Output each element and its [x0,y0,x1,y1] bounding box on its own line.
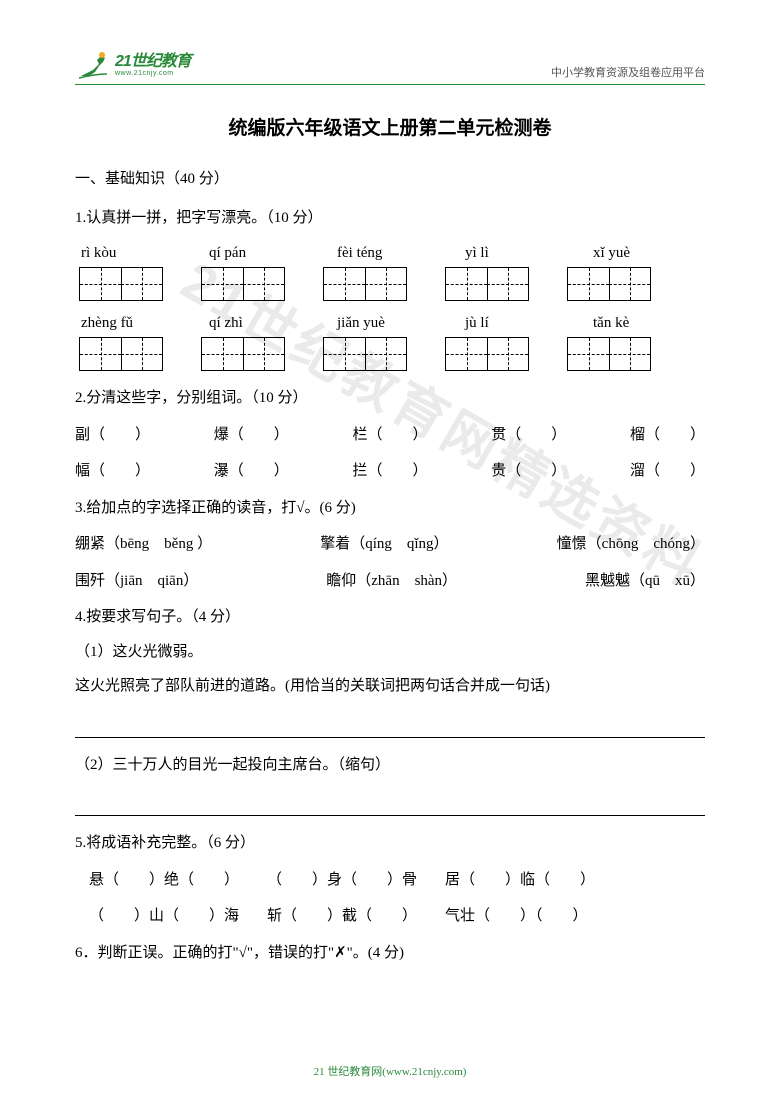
q2-row-1: 副（ ） 爆（ ） 栏（ ） 贯（ ） 榴（ ） [75,418,705,453]
q5-row-1: 悬（ ）绝（ ） （ ）身（ ）骨 居（ ）临（ ） [89,863,705,898]
q1-box-row-1 [79,267,705,301]
pinyin-cell: jù lí [465,311,555,335]
q3-item: 围歼（jiān qiān） [75,564,198,599]
q3-item: 瞻仰（zhān shàn） [326,564,457,599]
page-footer: 21 世纪教育网(www.21cnjy.com) [0,1063,780,1079]
char-write-box[interactable] [323,267,407,301]
q1-prompt: 1.认真拼一拼，把字写漂亮。（10 分） [75,201,705,236]
q5-cell: 气壮（ ）（ ） [445,899,588,934]
char-write-box[interactable] [79,267,163,301]
answer-blank-line[interactable] [75,790,705,816]
pinyin-cell: xǐ yuè [593,241,683,265]
logo-cn-label: 21世纪教育 [115,54,191,70]
char-write-box[interactable] [567,337,651,371]
q3-item: 憧憬（chōng chóng） [557,527,705,562]
header-right-text: 中小学教育资源及组卷应用平台 [551,64,705,80]
pinyin-cell: zhèng fǔ [81,311,171,335]
q2-cell: 贯（ ） [491,418,566,453]
page-title: 统编版六年级语文上册第二单元检测卷 [75,113,705,140]
char-write-box[interactable] [79,337,163,371]
q1-box-row-2 [79,337,705,371]
q5-prompt: 5.将成语补充完整。（6 分） [75,826,705,861]
q3-prompt: 3.给加点的字选择正确的读音，打√。(6 分) [75,491,705,526]
q5-cell: 斩（ ）截（ ） [267,899,417,934]
char-write-box[interactable] [567,267,651,301]
q3-item: 黑魆魆（qū xū） [585,564,705,599]
pinyin-cell: tǎn kè [593,311,683,335]
pinyin-cell: qí pán [209,241,299,265]
q1-pinyin-row-1: rì kòu qí pán fèi téng yì lì xǐ yuè [81,241,705,265]
q4-sub2: （2）三十万人的目光一起投向主席台。（缩句） [75,748,705,783]
q4-sub1-b: 这火光照亮了部队前进的道路。(用恰当的关联词把两句话合并成一句话) [75,669,705,704]
char-write-box[interactable] [201,267,285,301]
q2-cell: 溜（ ） [630,454,705,489]
q4-sub1-a: （1）这火光微弱。 [75,635,705,670]
content-body: 一、基础知识（40 分） 1.认真拼一拼，把字写漂亮。（10 分） rì kòu… [75,162,705,970]
char-write-box[interactable] [445,337,529,371]
pinyin-cell: jiǎn yuè [337,311,427,335]
char-write-box[interactable] [323,337,407,371]
q4-prompt: 4.按要求写句子。（4 分） [75,600,705,635]
char-write-box[interactable] [445,267,529,301]
char-write-box[interactable] [201,337,285,371]
page-header: 21世纪教育 www.21cnjy.com 中小学教育资源及组卷应用平台 [75,50,705,85]
pinyin-cell: yì lì [465,241,555,265]
q3-item: 擎着（qíng qǐng） [320,527,448,562]
q2-cell: 栏（ ） [352,418,427,453]
pinyin-cell: qí zhì [209,311,299,335]
q3-row-1: 绷紧（bēng běng ） 擎着（qíng qǐng） 憧憬（chōng ch… [75,527,705,562]
q5-row-2: （ ）山（ ）海 斩（ ）截（ ） 气壮（ ）（ ） [89,899,705,934]
q5-cell: （ ）身（ ）骨 [267,863,417,898]
q2-prompt: 2.分清这些字，分别组词。（10 分） [75,381,705,416]
q5-cell: 居（ ）临（ ） [445,863,595,898]
page-container: 21世纪教育 www.21cnjy.com 中小学教育资源及组卷应用平台 统编版… [0,0,780,1103]
q1-pinyin-row-2: zhèng fǔ qí zhì jiǎn yuè jù lí tǎn kè [81,311,705,335]
q2-cell: 榴（ ） [630,418,705,453]
answer-blank-line[interactable] [75,712,705,738]
q5-cell: （ ）山（ ）海 [89,899,239,934]
pinyin-cell: fèi téng [337,241,427,265]
q2-cell: 拦（ ） [352,454,427,489]
q2-cell: 瀑（ ） [214,454,289,489]
q2-cell: 爆（ ） [214,418,289,453]
runner-icon [75,50,111,80]
q2-cell: 副（ ） [75,418,150,453]
logo-text-block: 21世纪教育 www.21cnjy.com [115,54,191,77]
brand-logo: 21世纪教育 www.21cnjy.com [75,50,191,80]
q2-row-2: 幅（ ） 瀑（ ） 拦（ ） 贵（ ） 溜（ ） [75,454,705,489]
q5-cell: 悬（ ）绝（ ） [89,863,239,898]
pinyin-cell: rì kòu [81,241,171,265]
q6-prompt: 6．判断正误。正确的打"√"，错误的打"✗"。(4 分) [75,936,705,971]
q2-cell: 幅（ ） [75,454,150,489]
q2-cell: 贵（ ） [491,454,566,489]
section-1-heading: 一、基础知识（40 分） [75,162,705,197]
q3-item: 绷紧（bēng běng ） [75,527,212,562]
logo-url-label: www.21cnjy.com [115,70,191,77]
q3-row-2: 围歼（jiān qiān） 瞻仰（zhān shàn） 黑魆魆（qū xū） [75,564,705,599]
